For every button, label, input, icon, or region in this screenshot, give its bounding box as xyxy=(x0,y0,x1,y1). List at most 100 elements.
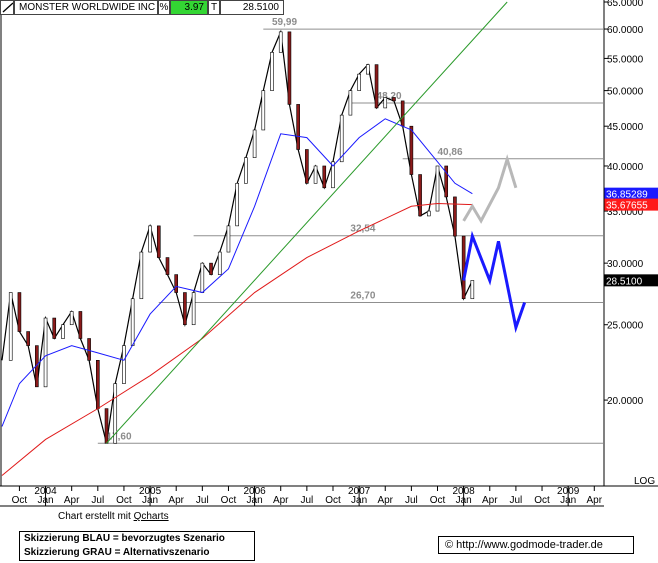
qcharts-link[interactable]: Qcharts xyxy=(133,511,169,522)
legend-blue-scenario: Skizzierung BLAU = bevorzugtes Szenario xyxy=(24,533,225,544)
price-badge xyxy=(604,198,658,211)
price-badge-label: 28.5100 xyxy=(606,276,643,287)
trendline xyxy=(106,1,508,444)
level-label: 48,20 xyxy=(377,91,402,102)
price-candle xyxy=(392,97,396,102)
price-candle xyxy=(122,345,126,384)
price-candle xyxy=(261,90,266,131)
level-label: 40,86 xyxy=(438,147,463,158)
grey-scenario-line xyxy=(462,154,518,224)
price-candle xyxy=(348,90,353,116)
price-candle xyxy=(313,165,318,184)
price-candle xyxy=(26,331,30,346)
price-candle xyxy=(435,165,440,212)
y-tick-label: 35.0000 xyxy=(607,207,644,218)
price-candle xyxy=(426,210,431,217)
price-candle xyxy=(61,324,65,339)
header-arrow-icon xyxy=(2,2,13,13)
x-year-label: 2005 xyxy=(139,486,162,497)
x-month-label: Oct xyxy=(430,495,446,506)
price-badge-label: 35.67655 xyxy=(606,201,648,212)
price-badge xyxy=(604,274,658,287)
price-candle xyxy=(52,317,57,339)
x-month-label: Apr xyxy=(377,495,393,506)
price-candle xyxy=(366,64,370,75)
price-candle xyxy=(200,262,205,293)
y-tick-label: 45.0000 xyxy=(607,122,644,133)
x-month-label: Apr xyxy=(273,495,289,506)
x-month-label: Jul xyxy=(510,495,523,506)
copyright-icon: © xyxy=(445,539,454,551)
price-candle xyxy=(130,298,135,346)
price-candle xyxy=(244,157,248,184)
x-year-label: 2008 xyxy=(453,486,476,497)
header-marker-box xyxy=(0,0,14,15)
x-month-label: Apr xyxy=(587,495,603,506)
instrument-name: MONSTER WORLDWIDE INC xyxy=(14,0,158,15)
x-month-label: Oct xyxy=(325,495,341,506)
y-tick-label: 30.0000 xyxy=(607,259,644,270)
level-label: 26,70 xyxy=(350,290,375,301)
y-tick-label: 65.0000 xyxy=(607,0,644,9)
x-month-label: Apr xyxy=(64,495,80,506)
y-tick-label: 55.0000 xyxy=(607,54,644,65)
price-candle xyxy=(78,311,83,339)
price-candle xyxy=(191,292,196,326)
level-label: 59,99 xyxy=(272,17,297,28)
y-tick-label: 60.0000 xyxy=(607,25,644,36)
website-credit[interactable]: © http://www.godmode-trader.de xyxy=(438,536,634,554)
price-candle xyxy=(165,257,170,275)
x-month-label: Apr xyxy=(482,495,498,506)
x-month-label: Jul xyxy=(196,495,209,506)
change-value: 3.97 xyxy=(170,0,208,15)
x-month-label: Jul xyxy=(300,495,313,506)
price-candle xyxy=(139,251,144,300)
price-candle xyxy=(252,129,257,158)
price-candle xyxy=(409,125,414,175)
price-candle xyxy=(287,31,292,105)
x-month-label: Jul xyxy=(91,495,104,506)
axis-layer: 65.0000 60.0000 55.0000 50.0000 45.0000 40.00… xyxy=(12,0,658,506)
x-month-label: Oct xyxy=(221,495,237,506)
x-month-label: Oct xyxy=(116,495,132,506)
x-month-label: Jul xyxy=(405,495,418,506)
series-layer xyxy=(1,1,527,476)
x-month-label: Oct xyxy=(12,495,28,506)
price-candle xyxy=(148,225,152,253)
moving-average-blue-line xyxy=(1,118,473,427)
price-candle xyxy=(418,174,422,217)
price-candle xyxy=(209,262,213,275)
x-year-label: 2004 xyxy=(34,486,57,497)
x-year-label: 2009 xyxy=(557,486,580,497)
price-candle xyxy=(383,97,388,109)
y-tick-label: 25.0000 xyxy=(607,321,644,332)
price-candle xyxy=(374,64,379,109)
price-line xyxy=(1,29,473,444)
price-candle xyxy=(183,292,187,326)
chart-credit: Chart erstellt mit Qcharts xyxy=(58,511,169,522)
price-candle xyxy=(43,317,48,388)
price-candle xyxy=(217,251,222,275)
y-tick-label: 40.0000 xyxy=(607,162,644,173)
price-badge-label: 36.85289 xyxy=(606,190,648,201)
price-candle xyxy=(17,292,22,332)
y-tick-label: 50.0000 xyxy=(607,87,644,98)
price-candle xyxy=(357,73,361,91)
price-candle xyxy=(339,114,344,163)
price-candle xyxy=(174,274,179,293)
log-scale-label: LOG xyxy=(634,476,655,487)
x-year-label: 2007 xyxy=(348,486,371,497)
x-month-label: Apr xyxy=(168,495,184,506)
website-url: http://www.godmode-trader.de xyxy=(456,539,603,551)
price-candle xyxy=(331,161,335,189)
price-candle xyxy=(270,52,274,91)
last-price: 28.5100 xyxy=(220,0,284,15)
price-candle xyxy=(322,165,327,189)
price-candle xyxy=(8,292,13,361)
price-candle xyxy=(156,225,161,258)
price-candle xyxy=(104,408,109,444)
moving-average-red-line xyxy=(1,202,473,476)
price-candle xyxy=(470,280,475,300)
